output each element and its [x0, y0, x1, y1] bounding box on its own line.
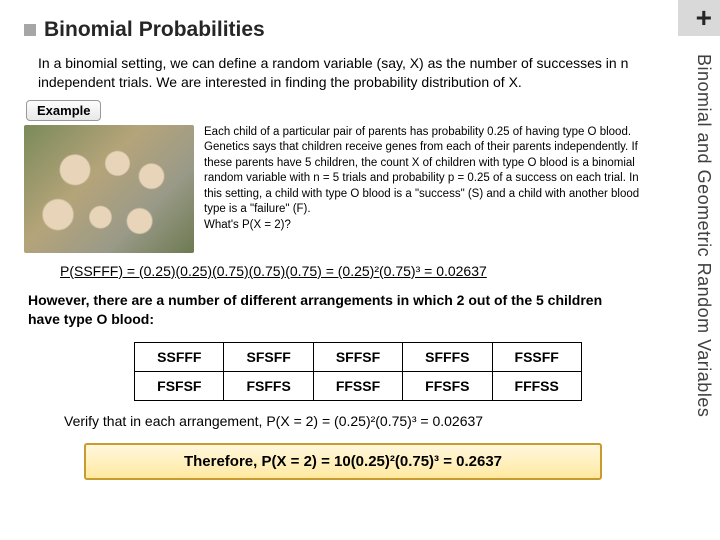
- table-row: FSFSF FSFFS FFSSF FFSFS FFFSS: [135, 371, 582, 400]
- table-cell: FSFSF: [135, 371, 224, 400]
- plus-icon: +: [696, 2, 712, 34]
- table-row: SSFFF SFSFF SFFSF SFFFS FSSFF: [135, 342, 582, 371]
- table-cell: SSFFF: [135, 342, 224, 371]
- side-label: Binomial and Geometric Random Variables: [693, 54, 714, 484]
- table-cell: FSSFF: [492, 342, 581, 371]
- equation-1: P(SSFFF) = (0.25)(0.25)(0.75)(0.75)(0.75…: [56, 261, 678, 281]
- table-cell: SFFFS: [403, 342, 492, 371]
- table-cell: SFFSF: [313, 342, 402, 371]
- title-pre: Binomial: [44, 18, 133, 42]
- intro-text: In a binomial setting, we can define a r…: [38, 54, 642, 92]
- verify-text: Verify that in each arrangement, P(X = 2…: [64, 413, 642, 429]
- table-cell: FFSFS: [403, 371, 492, 400]
- body-text: Each child of a particular pair of paren…: [204, 125, 642, 234]
- family-photo: [24, 125, 194, 253]
- table-cell: FFFSS: [492, 371, 581, 400]
- final-box: Therefore, P(X = 2) = 10(0.25)²(0.75)³ =…: [84, 443, 602, 480]
- slide: + Binomial Probabilities Binomial and Ge…: [0, 0, 720, 540]
- table-cell: FSFFS: [224, 371, 313, 400]
- arrangement-table: SSFFF SFSFF SFFSF SFFFS FSSFF FSFSF FSFF…: [134, 342, 582, 401]
- table-cell: FFSSF: [313, 371, 402, 400]
- mid-text: However, there are a number of different…: [28, 291, 632, 330]
- title-row: Binomial Probabilities: [24, 18, 692, 42]
- bullet-icon: [24, 24, 36, 36]
- table-cell: SFSFF: [224, 342, 313, 371]
- example-badge: Example: [26, 100, 101, 121]
- body-row: Each child of a particular pair of paren…: [24, 125, 692, 253]
- title-post: Probabilities: [139, 18, 265, 42]
